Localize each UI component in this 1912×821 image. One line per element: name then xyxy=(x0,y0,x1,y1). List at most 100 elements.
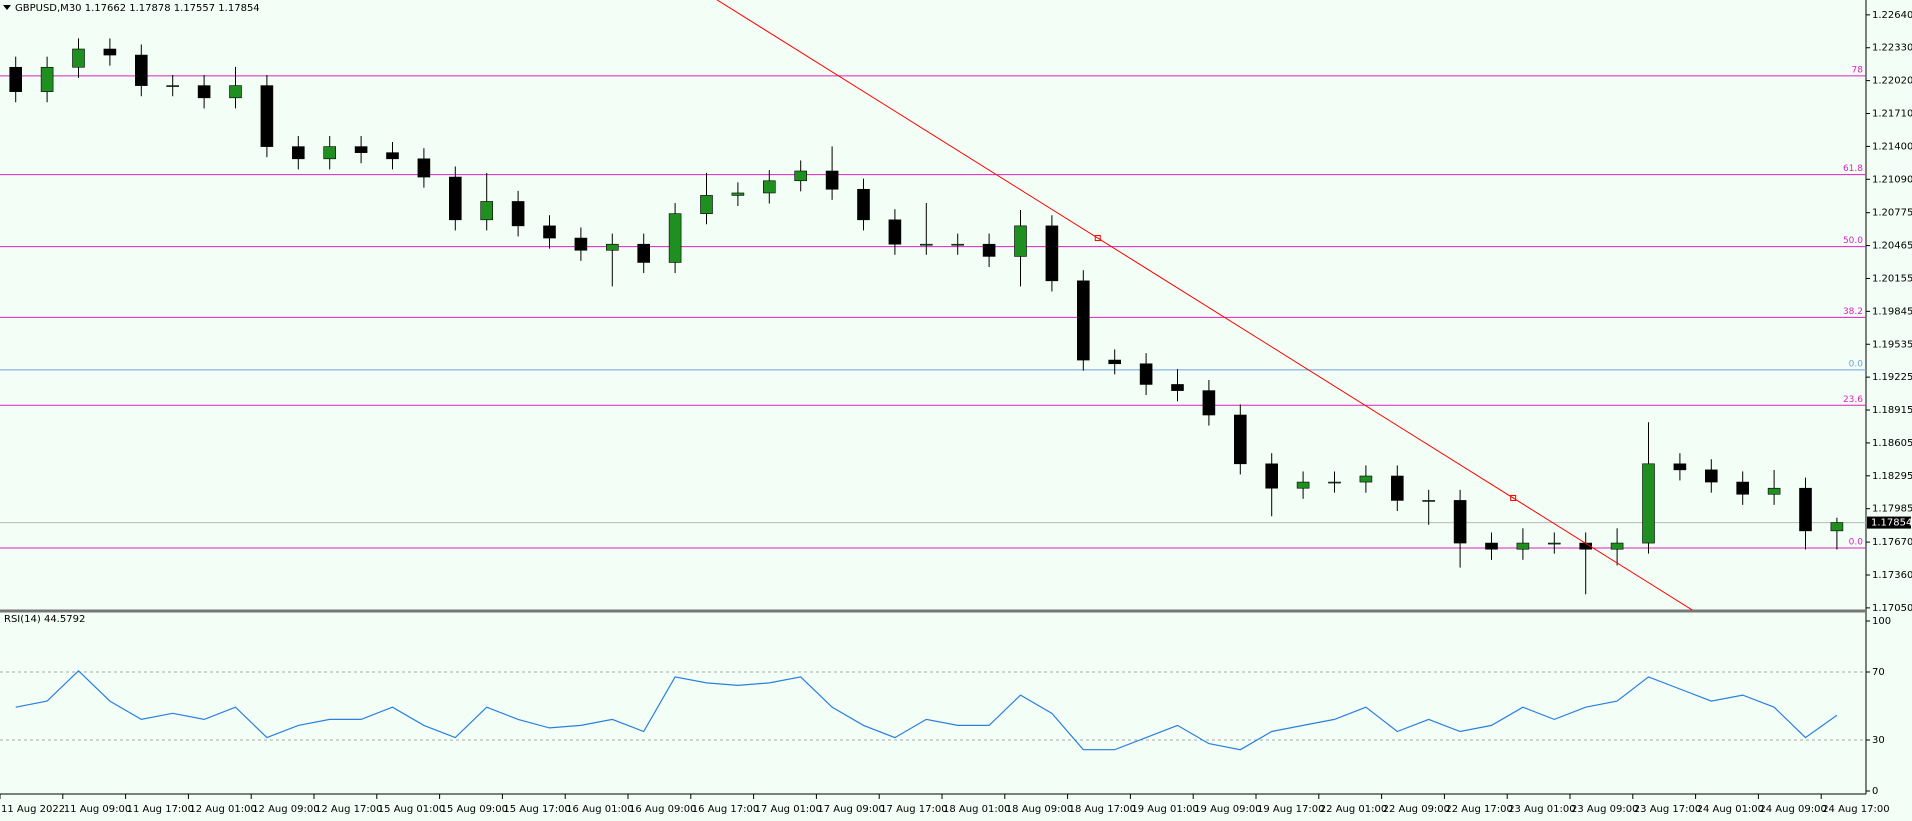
candle-body xyxy=(166,85,179,87)
price-tick-label: 1.21090 xyxy=(1872,174,1912,185)
candle-body xyxy=(480,201,494,221)
candle-body xyxy=(1516,542,1530,550)
candle-body xyxy=(448,176,462,221)
chart-header: GBPUSD,M30 1.17662 1.17878 1.17557 1.178… xyxy=(15,3,260,14)
candle-body xyxy=(1234,414,1247,465)
price-tick-label: 1.22020 xyxy=(1872,76,1912,87)
candle-body xyxy=(1830,522,1844,532)
time-tick-label: 16 Aug 17:00 xyxy=(692,804,759,815)
rsi-tick-label: 30 xyxy=(1872,735,1885,746)
candle-body xyxy=(1705,469,1718,483)
price-tick-label: 1.17985 xyxy=(1872,504,1912,515)
trendline xyxy=(716,0,1694,610)
candle-body xyxy=(1799,487,1812,532)
candle-body xyxy=(605,243,619,251)
rsi-tick-label: 100 xyxy=(1872,616,1891,627)
time-tick-label: 15 Aug 17:00 xyxy=(503,804,570,815)
time-tick-label: 11 Aug 09:00 xyxy=(64,804,131,815)
last-price-label: 1.17854 xyxy=(1871,518,1912,529)
price-tick-label: 1.22640 xyxy=(1872,10,1912,21)
candle-body xyxy=(1422,500,1435,502)
symbol-menu-arrow[interactable] xyxy=(3,5,11,10)
time-tick-label: 22 Aug 09:00 xyxy=(1383,804,1450,815)
price-tick-label: 1.20155 xyxy=(1872,273,1912,284)
time-tick-label: 24 Aug 17:00 xyxy=(1822,804,1889,815)
candle-body xyxy=(668,213,682,263)
time-tick-label: 11 Aug 17:00 xyxy=(127,804,194,815)
candle-body xyxy=(1610,542,1624,550)
fibo-level-label: 0.0 xyxy=(1849,359,1864,369)
time-tick-label: 24 Aug 09:00 xyxy=(1759,804,1826,815)
time-tick-label: 12 Aug 09:00 xyxy=(252,804,319,815)
time-tick-label: 16 Aug 09:00 xyxy=(629,804,696,815)
last-price-box xyxy=(1867,516,1911,529)
candle-body xyxy=(72,48,85,68)
time-tick-label: 17 Aug 01:00 xyxy=(755,804,822,815)
candle-body xyxy=(291,146,305,160)
time-tick-label: 12 Aug 17:00 xyxy=(315,804,382,815)
candle-body xyxy=(888,219,902,245)
indicator-title: RSI(14) 44.5792 xyxy=(4,614,85,625)
time-tick-label: 12 Aug 01:00 xyxy=(189,804,256,815)
time-tick-label: 19 Aug 17:00 xyxy=(1257,804,1324,815)
fibo-level-label: 38.2 xyxy=(1843,307,1863,317)
candle-body xyxy=(1045,225,1059,282)
candle-body xyxy=(919,243,933,246)
time-tick-label: 23 Aug 09:00 xyxy=(1571,804,1638,815)
price-tick-label: 1.19845 xyxy=(1872,306,1912,317)
time-tick-label: 11 Aug 2022 xyxy=(1,804,65,815)
candle-body xyxy=(1202,390,1216,416)
candle-body xyxy=(857,188,870,221)
candle-body xyxy=(1548,542,1561,545)
candle-body xyxy=(323,146,337,160)
price-tick-label: 1.18295 xyxy=(1872,471,1912,482)
time-tick-label: 17 Aug 17:00 xyxy=(880,804,947,815)
candle-body xyxy=(1736,481,1749,495)
time-tick-label: 19 Aug 09:00 xyxy=(1194,804,1261,815)
candle-body xyxy=(574,237,588,251)
candle-body xyxy=(951,243,965,246)
fibo-level-label: 0.0 xyxy=(1849,537,1864,547)
time-tick-label: 22 Aug 01:00 xyxy=(1320,804,1387,815)
candle-body xyxy=(354,146,368,153)
candle-body xyxy=(1767,487,1781,495)
candle-body xyxy=(1391,475,1404,501)
candle-body xyxy=(40,66,54,92)
candle-body xyxy=(1139,363,1153,385)
price-tick-label: 1.19535 xyxy=(1872,339,1912,350)
fibo-level-label: 61.8 xyxy=(1843,164,1863,174)
candle-body xyxy=(1453,500,1467,544)
time-tick-label: 16 Aug 01:00 xyxy=(566,804,633,815)
rsi-tick-label: 0 xyxy=(1872,786,1878,797)
candle-body xyxy=(9,66,22,92)
time-tick-label: 22 Aug 17:00 xyxy=(1445,804,1512,815)
rsi-panel: RSI(14) 44.5792 xyxy=(0,614,1866,751)
candle-body xyxy=(1328,481,1341,484)
candle-body xyxy=(1642,463,1655,544)
candle-body xyxy=(543,225,556,239)
price-panel: 78 61.8 50.0 38.2 0.0 23.6 0.0 xyxy=(0,0,1866,610)
fibo-level-label: 50.0 xyxy=(1843,236,1863,246)
time-tick-label: 18 Aug 17:00 xyxy=(1069,804,1136,815)
time-tick-label: 23 Aug 17:00 xyxy=(1634,804,1701,815)
candle-body xyxy=(135,54,148,86)
candle-body xyxy=(731,192,745,196)
candle-body xyxy=(511,201,525,227)
candle-body xyxy=(1077,280,1090,361)
candle-body xyxy=(1108,359,1121,365)
price-tick-label: 1.18605 xyxy=(1872,438,1912,449)
candle-body xyxy=(1296,481,1310,489)
price-tick-label: 1.17050 xyxy=(1872,603,1912,614)
candle-body xyxy=(103,48,117,56)
candle-body xyxy=(1171,384,1184,391)
candle-body xyxy=(417,158,431,178)
rsi-line xyxy=(15,669,1838,751)
axes: 1.22640 1.22330 1.22020 1.21710 1.21400 1.210… xyxy=(0,10,1912,815)
candle-body xyxy=(1014,225,1027,257)
candle-body xyxy=(1673,463,1687,471)
fibo-level-label: 78 xyxy=(1852,65,1864,75)
trendline-anchor xyxy=(1510,494,1517,501)
candle-body xyxy=(197,85,211,99)
